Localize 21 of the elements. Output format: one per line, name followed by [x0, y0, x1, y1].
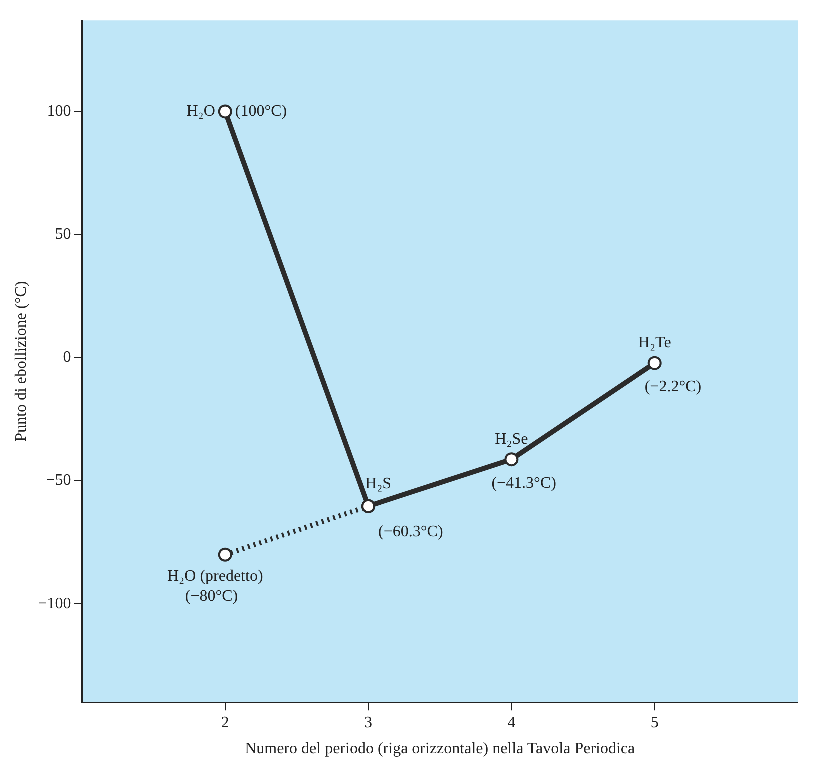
y-tick-label: −50: [46, 472, 72, 490]
y-axis-title: Punto di ebollizione (°C): [12, 281, 30, 442]
annotation: H₂O (predetto): [167, 568, 264, 586]
annotation: (−2.2°C): [644, 378, 702, 396]
annotation: H₂Te: [638, 334, 672, 352]
annotation: H₂O: [186, 102, 216, 120]
annotation: H₂Se: [495, 430, 528, 448]
y-tick-label: −100: [38, 595, 72, 612]
y-tick-label: 0: [63, 349, 72, 366]
annotation: (100°C): [235, 102, 288, 120]
annotation: (−41.3°C): [492, 474, 556, 492]
x-tick-label: 4: [508, 714, 516, 732]
annotation: (−60.3°C): [378, 524, 444, 541]
x-tick-label: 5: [650, 714, 659, 732]
y-tick-label: 100: [47, 102, 72, 120]
x-tick-label: 3: [364, 714, 373, 732]
annotation: H₂S: [366, 476, 392, 493]
y-tick-label: 50: [55, 226, 72, 244]
annotation: (−80°C): [185, 588, 238, 606]
x-axis-title: Numero del periodo (riga orizzontale) nella Tavola Periodica: [245, 740, 636, 758]
x-tick-label: 2: [221, 714, 230, 732]
